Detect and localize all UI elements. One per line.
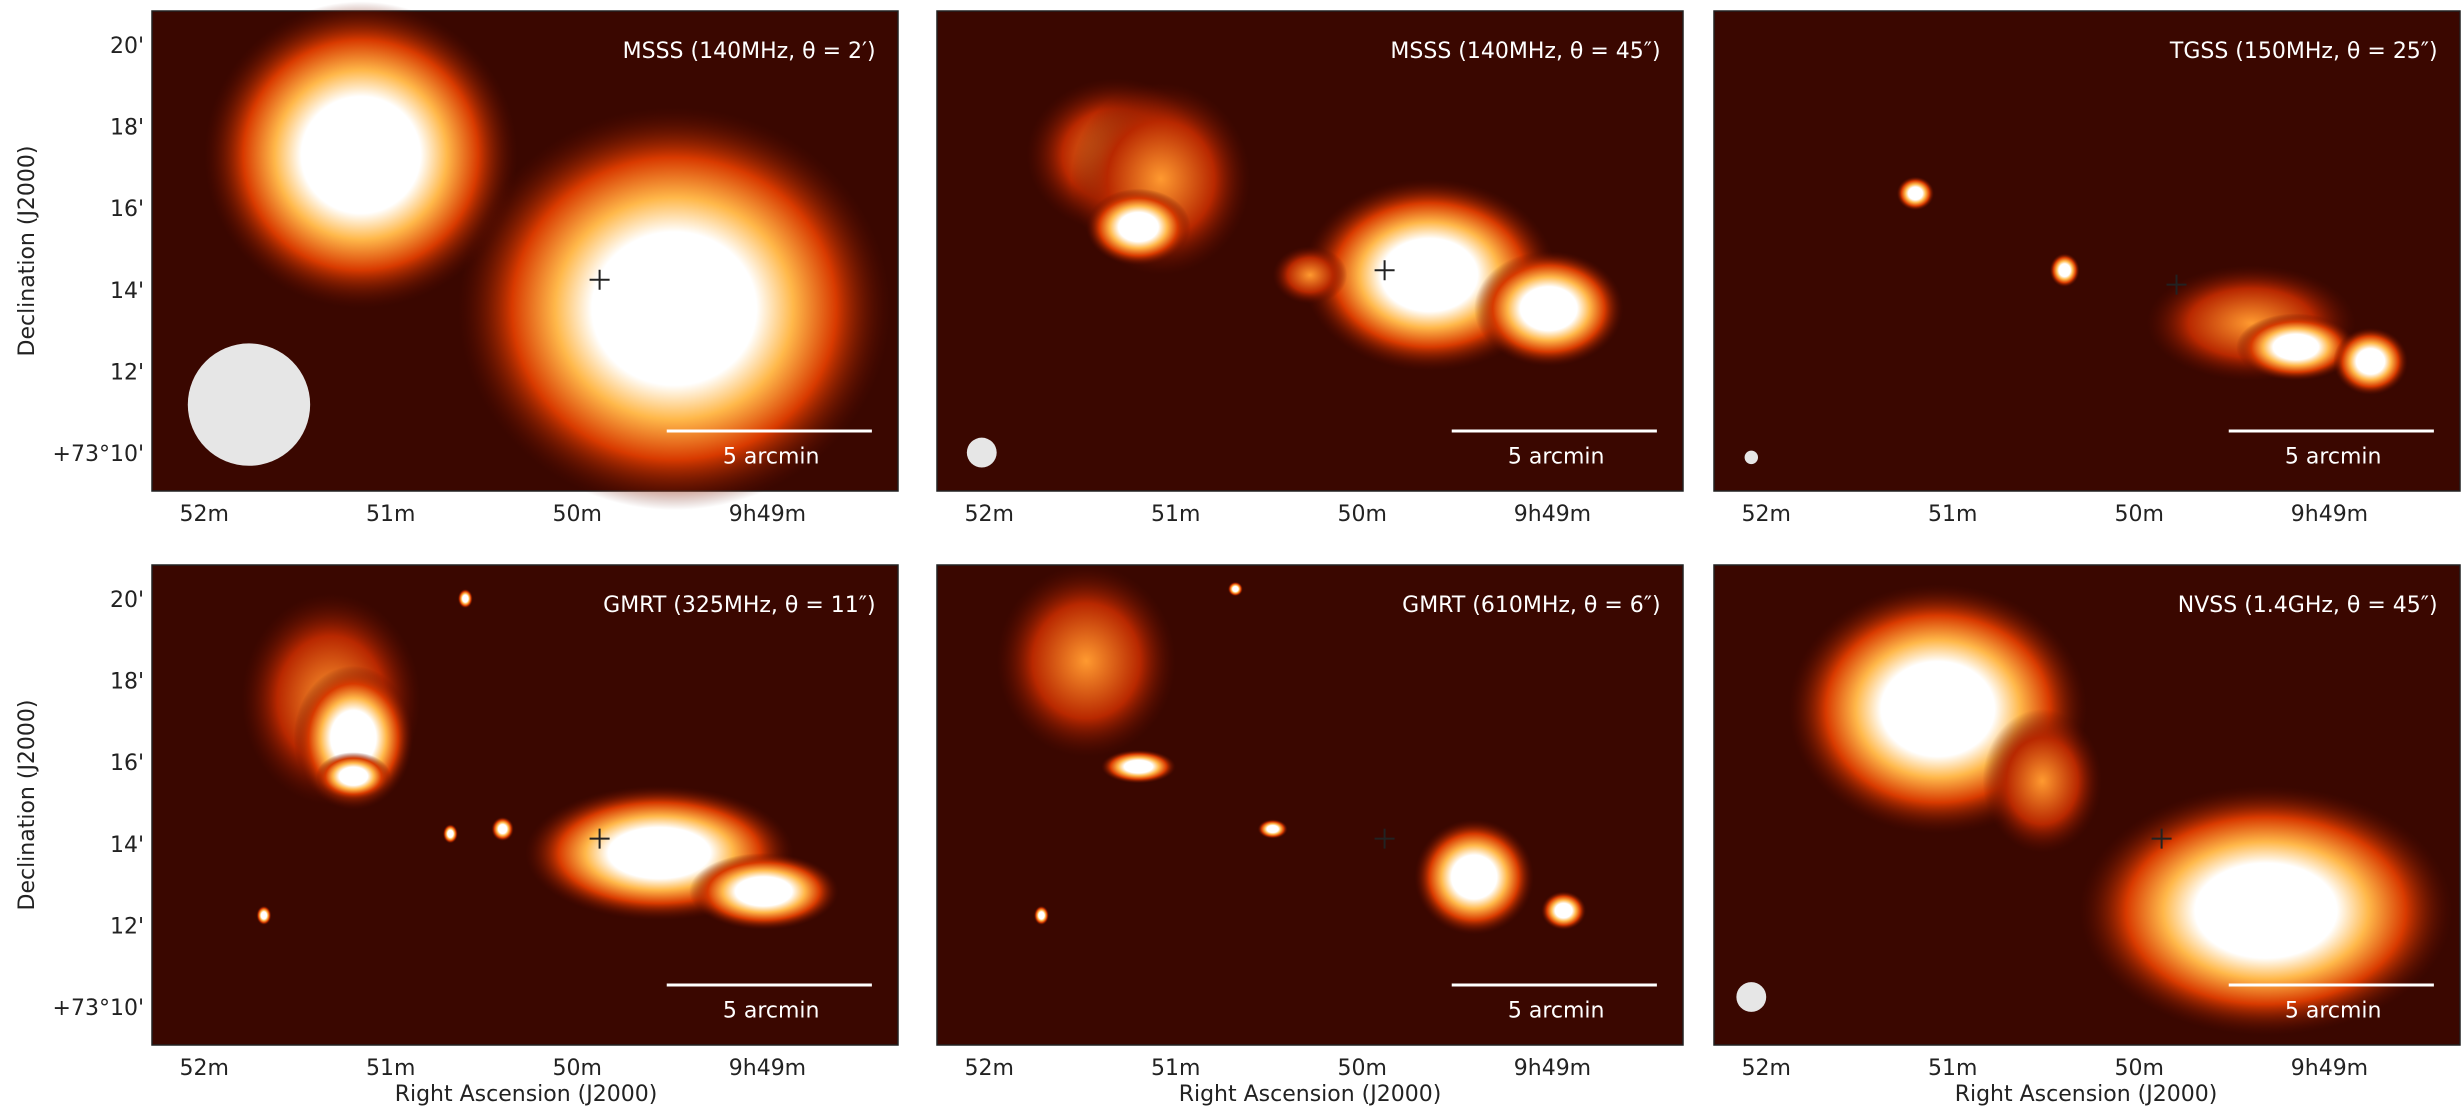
x-tick-label: 51m	[1151, 1056, 1200, 1081]
x-tick-label: 51m	[366, 1056, 415, 1081]
scale-bar-label: 5 arcmin	[2285, 444, 2382, 469]
x-tick-label: 52m	[965, 502, 1014, 527]
scale-bar-label: 5 arcmin	[1508, 998, 1605, 1023]
y-tick-label: 18'	[110, 670, 144, 695]
source-emission	[491, 817, 513, 841]
x-tick-label: 52m	[965, 1056, 1014, 1081]
source-emission	[1086, 189, 1190, 266]
source-emission	[1228, 582, 1243, 596]
source-emission	[1474, 251, 1623, 366]
x-tick-label: 9h49m	[729, 1056, 806, 1081]
source-emission	[2050, 253, 2080, 287]
panel-label: MSSS (140MHz, θ = 2′)	[623, 39, 876, 64]
x-tick-label: 51m	[366, 502, 415, 527]
x-tick-label: 9h49m	[1514, 502, 1591, 527]
y-tick-label: +73°10'	[53, 996, 144, 1021]
panel: MSSS (140MHz, θ = 45″) 5 arcmin	[937, 11, 1683, 491]
source-emission	[1273, 246, 1348, 304]
source-emission	[2333, 328, 2408, 395]
x-tick-label: 9h49m	[729, 502, 806, 527]
beam	[967, 438, 997, 468]
source-emission	[1101, 750, 1176, 784]
source-emission	[1897, 177, 1934, 211]
panel-label: MSSS (140MHz, θ = 45″)	[1390, 39, 1660, 64]
source-emission	[1258, 819, 1288, 838]
panel: NVSS (1.4GHz, θ = 45″) 5 arcmin	[1714, 565, 2460, 1045]
y-tick-label: 20'	[110, 34, 144, 59]
source-emission	[997, 565, 1176, 757]
scale-bar-label: 5 arcmin	[723, 444, 820, 469]
x-tick-label: 50m	[2115, 1056, 2164, 1081]
source-emission	[443, 824, 458, 843]
source-emission	[1414, 819, 1533, 934]
y-tick-label: 20'	[110, 588, 144, 613]
panel: GMRT (325MHz, θ = 11″) 5 arcmin	[152, 565, 898, 1045]
y-tick-label: 18'	[110, 116, 144, 141]
x-tick-label: 52m	[180, 502, 229, 527]
panel-label: GMRT (325MHz, θ = 11″)	[603, 593, 875, 618]
source-emission	[256, 906, 271, 925]
x-tick-label: 52m	[1742, 1056, 1791, 1081]
figure: Declination (J2000) Declination (J2000) …	[0, 0, 2462, 1111]
x-tick-label: 50m	[553, 1056, 602, 1081]
y-tick-label: 16'	[110, 751, 144, 776]
source-emission	[316, 752, 391, 800]
source-emission	[458, 107, 891, 510]
y-axis-label: Declination (J2000)	[15, 700, 40, 911]
x-tick-label: 52m	[180, 1056, 229, 1081]
scale-bar-label: 5 arcmin	[723, 998, 820, 1023]
x-tick-label: 50m	[1338, 502, 1387, 527]
x-tick-label: 51m	[1151, 502, 1200, 527]
beam	[188, 343, 310, 465]
y-tick-label: 16'	[110, 197, 144, 222]
source-emission	[1983, 709, 2102, 853]
scale-bar-label: 5 arcmin	[2285, 998, 2382, 1023]
x-tick-label: 51m	[1928, 502, 1977, 527]
source-emission	[458, 589, 473, 608]
x-tick-label: 52m	[1742, 502, 1791, 527]
panel-label: NVSS (1.4GHz, θ = 45″)	[2178, 593, 2438, 618]
x-tick-label: 50m	[1338, 1056, 1387, 1081]
panel-label: TGSS (150MHz, θ = 25″)	[2169, 39, 2438, 64]
x-tick-label: 9h49m	[2291, 502, 2368, 527]
source-emission	[1541, 891, 1586, 929]
panel: MSSS (140MHz, θ = 2′) 5 arcmin	[152, 1, 898, 510]
y-tick-label: 12'	[110, 360, 144, 385]
beam	[1745, 451, 1758, 464]
x-tick-label: 50m	[553, 502, 602, 527]
panel-label: GMRT (610MHz, θ = 6″)	[1402, 593, 1660, 618]
x-tick-label: 9h49m	[1514, 1056, 1591, 1081]
source-emission	[689, 853, 838, 930]
panel: TGSS (150MHz, θ = 25″) 5 arcmin	[1714, 11, 2460, 491]
scale-bar-label: 5 arcmin	[1508, 444, 1605, 469]
x-axis-label: Right Ascension (J2000)	[395, 1082, 658, 1107]
x-tick-label: 50m	[2115, 502, 2164, 527]
x-axis-label: Right Ascension (J2000)	[1955, 1082, 2218, 1107]
image-background	[1714, 11, 2460, 491]
x-tick-label: 9h49m	[2291, 1056, 2368, 1081]
source-emission	[1034, 906, 1049, 925]
y-tick-label: 12'	[110, 914, 144, 939]
x-tick-label: 51m	[1928, 1056, 1977, 1081]
y-tick-label: +73°10'	[53, 442, 144, 467]
x-axis-label: Right Ascension (J2000)	[1179, 1082, 1442, 1107]
y-axis-label: Declination (J2000)	[15, 146, 40, 357]
beam	[1736, 982, 1766, 1012]
panel: GMRT (610MHz, θ = 6″) 5 arcmin	[937, 565, 1683, 1045]
source-emission	[2080, 786, 2453, 1036]
y-tick-label: 14'	[110, 279, 144, 304]
y-tick-label: 14'	[110, 833, 144, 858]
